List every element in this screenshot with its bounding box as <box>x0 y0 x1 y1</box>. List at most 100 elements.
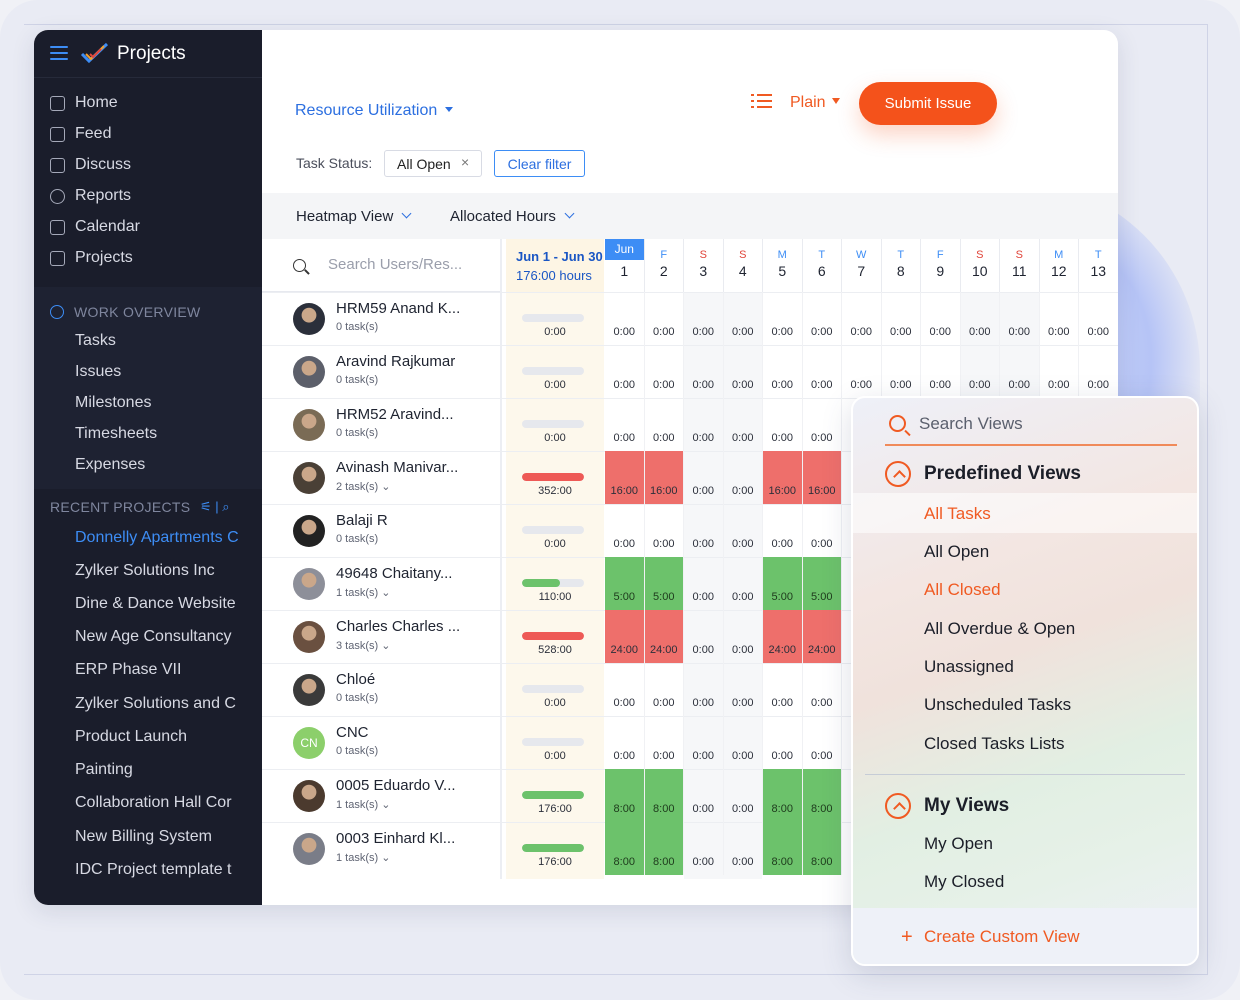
recent-project-item[interactable]: Product Launch <box>75 728 188 745</box>
nav-feed[interactable]: Feed <box>34 122 262 150</box>
recent-project-item[interactable]: Zylker Solutions Inc <box>75 562 215 579</box>
heatmap-cell[interactable]: 8:00 <box>802 769 842 822</box>
heatmap-cell[interactable]: 0:00 <box>961 292 1000 345</box>
heatmap-cell[interactable]: 0:00 <box>724 504 763 557</box>
recent-project-item[interactable]: Collaboration Hall Cor <box>75 794 232 811</box>
heatmap-cell[interactable]: 0:00 <box>724 451 763 504</box>
heatmap-cell[interactable]: 0:00 <box>803 345 842 398</box>
sidebar-item-milestones[interactable]: Milestones <box>75 394 152 411</box>
nav-reports[interactable]: Reports <box>34 184 262 212</box>
heatmap-cell[interactable]: 0:00 <box>803 504 842 557</box>
heatmap-cell[interactable]: 0:00 <box>882 345 921 398</box>
heatmap-cell[interactable]: 5:00 <box>605 557 645 610</box>
view-option[interactable]: Closed Tasks Lists <box>924 734 1065 753</box>
heatmap-cell[interactable]: 0:00 <box>645 504 684 557</box>
heatmap-cell[interactable]: 0:00 <box>724 822 763 875</box>
heatmap-cell[interactable]: 0:00 <box>684 822 724 875</box>
heatmap-cell[interactable]: 0:00 <box>882 292 921 345</box>
heatmap-cell[interactable]: 0:00 <box>684 292 724 345</box>
sidebar-item-expenses[interactable]: Expenses <box>75 456 146 473</box>
heatmap-cell[interactable]: 0:00 <box>724 716 763 769</box>
recent-project-item[interactable]: Dine & Dance Website <box>75 595 236 612</box>
heatmap-cell[interactable]: 8:00 <box>802 822 842 875</box>
heatmap-cell[interactable]: 0:00 <box>724 345 763 398</box>
heatmap-cell[interactable]: 0:00 <box>724 398 763 451</box>
view-option[interactable]: All Tasks <box>924 504 991 523</box>
clear-filter-button[interactable]: Clear filter <box>494 150 585 177</box>
recent-project-item[interactable]: ERP Phase VII <box>75 661 182 678</box>
recent-project-item[interactable]: IDC Project template t <box>75 861 232 878</box>
heatmap-cell[interactable]: 0:00 <box>842 345 882 398</box>
task-count[interactable]: 1 task(s) ⌄ <box>336 799 391 811</box>
list-layout-icon[interactable] <box>751 94 773 110</box>
heatmap-cell[interactable]: 0:00 <box>724 610 763 663</box>
heatmap-cell[interactable]: 16:00 <box>802 451 842 504</box>
user-search[interactable]: Search Users/Res... <box>262 239 500 292</box>
heatmap-cell[interactable]: 8:00 <box>763 769 803 822</box>
heatmap-cell[interactable]: 24:00 <box>644 610 684 663</box>
nav-calendar[interactable]: Calendar <box>34 215 262 243</box>
user-row-header[interactable]: Aravind Rajkumar 0 task(s) <box>262 345 500 398</box>
heatmap-cell[interactable]: 0:00 <box>921 292 961 345</box>
heatmap-cell[interactable]: 0:00 <box>684 663 724 716</box>
heatmap-cell[interactable]: 16:00 <box>644 451 684 504</box>
heatmap-cell[interactable]: 0:00 <box>645 663 684 716</box>
heatmap-cell[interactable]: 0:00 <box>605 345 645 398</box>
user-row-header[interactable]: 0005 Eduardo V... 1 task(s) ⌄ <box>262 769 500 822</box>
user-row-header[interactable]: 0003 Einhard Kl... 1 task(s) ⌄ <box>262 822 500 875</box>
view-selector[interactable]: Resource Utilization <box>295 102 454 120</box>
nav-discuss[interactable]: Discuss <box>34 153 262 181</box>
heatmap-cell[interactable]: 0:00 <box>605 716 645 769</box>
heatmap-cell[interactable]: 0:00 <box>803 398 842 451</box>
heatmap-cell[interactable]: 24:00 <box>802 610 842 663</box>
heatmap-cell[interactable]: 0:00 <box>605 663 645 716</box>
heatmap-cell[interactable]: 0:00 <box>763 663 803 716</box>
sidebar-item-timesheets[interactable]: Timesheets <box>75 425 158 442</box>
heatmap-cell[interactable]: 5:00 <box>644 557 684 610</box>
view-option[interactable]: All Open <box>924 542 990 561</box>
heatmap-cell[interactable]: 0:00 <box>605 292 645 345</box>
view-option[interactable]: All Overdue & Open <box>924 619 1076 638</box>
heatmap-cell[interactable]: 0:00 <box>1000 292 1040 345</box>
heatmap-cell[interactable]: 0:00 <box>645 292 684 345</box>
heatmap-cell[interactable]: 0:00 <box>724 769 763 822</box>
recent-project-item[interactable]: Zylker Solutions and C <box>75 695 236 712</box>
close-icon[interactable]: × <box>461 154 470 170</box>
user-row-header[interactable]: HRM52 Aravind... 0 task(s) <box>262 398 500 451</box>
heatmap-cell[interactable]: 5:00 <box>802 557 842 610</box>
heatmap-cell[interactable]: 5:00 <box>763 557 803 610</box>
user-row-header[interactable]: HRM59 Anand K... 0 task(s) <box>262 292 500 345</box>
heatmap-cell[interactable]: 0:00 <box>645 345 684 398</box>
heatmap-cell[interactable]: 0:00 <box>1000 345 1040 398</box>
heatmap-cell[interactable]: 0:00 <box>803 292 842 345</box>
layout-selector[interactable]: Plain <box>790 94 840 112</box>
heatmap-cell[interactable]: 0:00 <box>724 292 763 345</box>
heatmap-cell[interactable]: 0:00 <box>645 398 684 451</box>
heatmap-cell[interactable]: 0:00 <box>763 292 803 345</box>
heatmap-cell[interactable]: 16:00 <box>605 451 645 504</box>
task-count[interactable]: 2 task(s) ⌄ <box>336 481 391 493</box>
view-option[interactable]: Unscheduled Tasks <box>924 695 1072 714</box>
task-count[interactable]: 3 task(s) ⌄ <box>336 640 391 652</box>
view-option[interactable]: All Closed <box>924 580 1001 599</box>
heatmap-cell[interactable]: 8:00 <box>644 769 684 822</box>
recent-project-item[interactable]: Donnelly Apartments C <box>75 529 239 546</box>
heatmap-cell[interactable]: 24:00 <box>605 610 645 663</box>
heatmap-cell[interactable]: 0:00 <box>684 345 724 398</box>
heatmap-cell[interactable]: 8:00 <box>763 822 803 875</box>
collapse-up-icon[interactable] <box>885 793 911 819</box>
search-views-input[interactable]: Search Views <box>919 414 1023 433</box>
heatmap-cell[interactable]: 0:00 <box>684 504 724 557</box>
heatmap-cell[interactable]: 8:00 <box>605 822 645 875</box>
heatmap-cell[interactable]: 0:00 <box>1079 292 1118 345</box>
heatmap-cell[interactable]: 0:00 <box>1079 345 1118 398</box>
user-row-header[interactable]: Avinash Manivar... 2 task(s) ⌄ <box>262 451 500 504</box>
recent-project-item[interactable]: New Billing System <box>75 828 212 845</box>
heatmap-cell[interactable]: 0:00 <box>921 345 961 398</box>
heatmap-view-dropdown[interactable]: Heatmap View <box>296 208 412 225</box>
user-row-header[interactable]: Charles Charles ... 3 task(s) ⌄ <box>262 610 500 663</box>
heatmap-cell[interactable]: 0:00 <box>763 345 803 398</box>
heatmap-cell[interactable]: 0:00 <box>684 769 724 822</box>
menu-icon[interactable] <box>50 46 68 60</box>
heatmap-cell[interactable]: 8:00 <box>605 769 645 822</box>
